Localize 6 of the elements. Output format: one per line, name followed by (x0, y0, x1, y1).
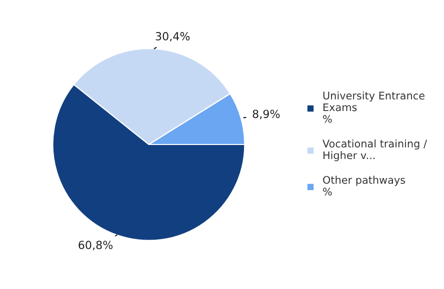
legend-label: Other pathways % (323, 176, 406, 196)
data-label: 60,8% (78, 240, 113, 250)
legend-label: University Entrance Exams % (323, 91, 424, 123)
data-label: 30,4% (156, 32, 190, 42)
data-label: 8,9% (252, 110, 280, 120)
legend-label: Vocational training / Higher v... (322, 139, 427, 162)
